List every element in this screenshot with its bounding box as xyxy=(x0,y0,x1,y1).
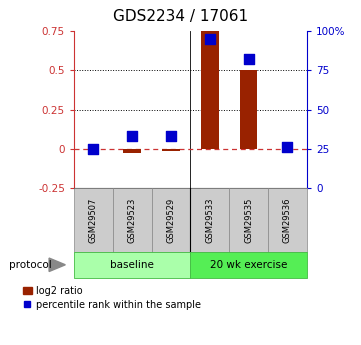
Legend: log2 ratio, percentile rank within the sample: log2 ratio, percentile rank within the s… xyxy=(23,286,201,310)
Point xyxy=(91,146,96,151)
Bar xyxy=(268,188,307,252)
Bar xyxy=(191,188,229,252)
Bar xyxy=(229,188,268,252)
Text: GSM29535: GSM29535 xyxy=(244,197,253,243)
Polygon shape xyxy=(49,258,65,272)
Point xyxy=(129,134,135,139)
Text: GSM29507: GSM29507 xyxy=(89,197,98,243)
Point xyxy=(246,57,252,62)
Bar xyxy=(113,188,152,252)
Bar xyxy=(74,252,190,278)
Bar xyxy=(152,188,190,252)
Text: GSM29523: GSM29523 xyxy=(128,197,137,243)
Bar xyxy=(162,149,180,151)
Bar xyxy=(74,188,113,252)
Bar xyxy=(240,70,257,149)
Text: GDS2234 / 17061: GDS2234 / 17061 xyxy=(113,9,248,23)
Point xyxy=(168,134,174,139)
Bar xyxy=(123,149,141,153)
Text: GSM29533: GSM29533 xyxy=(205,197,214,243)
Text: GSM29529: GSM29529 xyxy=(166,197,175,243)
Bar xyxy=(201,31,218,149)
Text: baseline: baseline xyxy=(110,260,154,270)
Point xyxy=(207,36,213,42)
Text: 20 wk exercise: 20 wk exercise xyxy=(210,260,287,270)
Text: GSM29536: GSM29536 xyxy=(283,197,292,243)
Point xyxy=(284,145,290,150)
Bar xyxy=(191,252,307,278)
Text: protocol: protocol xyxy=(9,260,52,270)
